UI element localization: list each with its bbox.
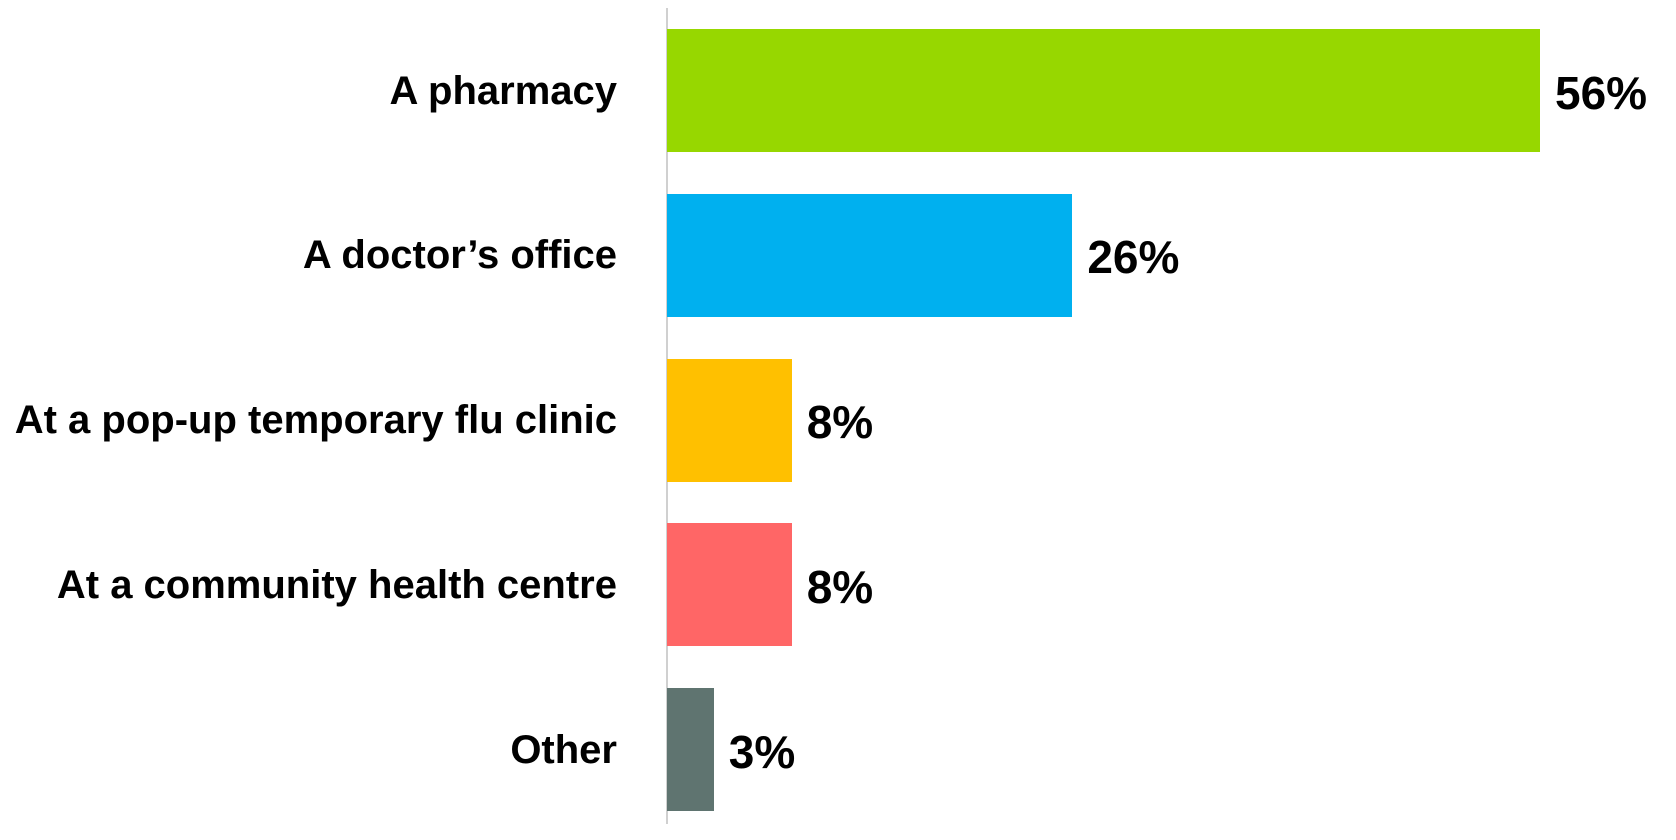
value-label: 8% [806,396,874,449]
bar [667,523,792,647]
category-label: A pharmacy [389,68,618,113]
value-label: 56% [1555,66,1648,119]
bar [667,358,792,482]
value-label: 3% [728,725,796,778]
value-label: 26% [1087,231,1180,284]
bar [667,29,1540,152]
category-label: A doctor’s office [302,233,617,278]
value-label: 8% [806,560,874,613]
bar [667,688,714,812]
category-label: At a pop-up temporary flu clinic [14,398,617,443]
category-label: Other [510,727,617,772]
bar [667,193,1073,317]
category-label: At a community health centre [56,562,617,607]
